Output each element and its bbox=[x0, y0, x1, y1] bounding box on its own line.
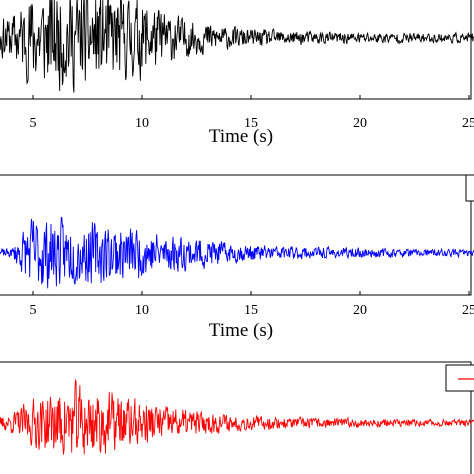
x-ticks-top: 5 10 15 20 25 bbox=[30, 95, 474, 131]
waveform-middle bbox=[0, 216, 474, 289]
panel-bottom bbox=[0, 361, 474, 474]
waveform-bottom bbox=[0, 378, 474, 455]
x-tick-label: 10 bbox=[135, 116, 149, 131]
x-tick-label: 15 bbox=[244, 303, 258, 318]
x-tick-label: 10 bbox=[135, 303, 149, 318]
x-tick-label: 5 bbox=[30, 303, 37, 318]
plot-frame-top bbox=[0, 0, 472, 100]
series-line-top bbox=[0, 0, 474, 93]
legend-box-bottom bbox=[445, 364, 474, 392]
x-tick-label: 25 bbox=[462, 116, 474, 131]
waveform-top bbox=[0, 0, 474, 93]
panel-middle: 5 10 15 20 25 Time (s) bbox=[0, 174, 474, 341]
series-line-bottom bbox=[0, 378, 474, 455]
panel-top: 5 10 15 20 25 Time (s) bbox=[0, 0, 474, 147]
legend-box-middle bbox=[465, 174, 474, 202]
x-tick-label: 20 bbox=[353, 116, 367, 131]
plot-frame-bottom bbox=[0, 361, 472, 474]
plot-frame-middle bbox=[0, 174, 472, 296]
x-axis-title-middle: Time (s) bbox=[209, 320, 273, 341]
x-tick-label: 15 bbox=[244, 116, 258, 131]
x-ticks-middle: 5 10 15 20 25 bbox=[30, 291, 474, 318]
x-tick-label: 25 bbox=[462, 303, 474, 318]
x-tick-label: 20 bbox=[353, 303, 367, 318]
x-axis-title-top: Time (s) bbox=[209, 126, 273, 147]
x-tick-label: 5 bbox=[30, 116, 37, 131]
series-line-middle bbox=[0, 216, 474, 289]
